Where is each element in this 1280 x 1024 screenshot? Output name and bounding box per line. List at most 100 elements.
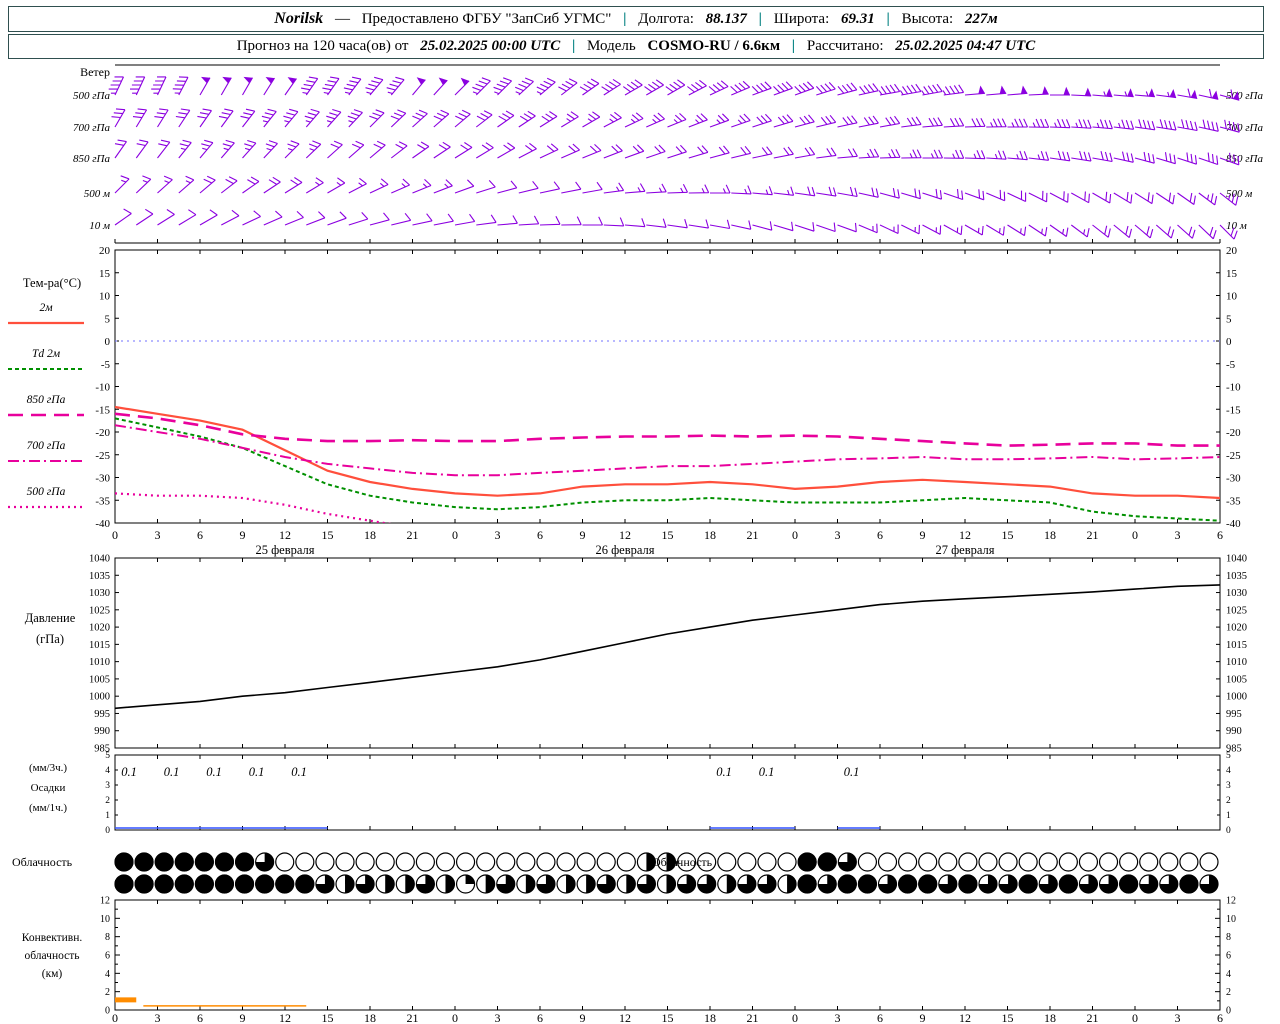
- series-850 гПа: [115, 412, 1220, 447]
- wind-barb: [1113, 151, 1134, 163]
- wind-barb: [1177, 119, 1198, 132]
- wind-barb: [1007, 224, 1027, 237]
- tick-label: 8: [1226, 932, 1231, 943]
- calc-label: Рассчитано:: [806, 38, 884, 54]
- pressure-frame: [114, 557, 1221, 749]
- wind-barb: [1134, 91, 1155, 98]
- wind-barb: [343, 76, 362, 96]
- hour-label: 0: [1132, 1011, 1138, 1024]
- wind-barb: [582, 111, 601, 128]
- cloud-okta-symbol: [1078, 852, 1099, 872]
- wind-barb: [837, 222, 857, 233]
- hour-label: 6: [1217, 528, 1223, 542]
- cloudiness-panel: Облачность Облачность: [12, 852, 1219, 894]
- wind-barb: [731, 220, 752, 230]
- wind-barb: [135, 175, 152, 194]
- wind-barb: [624, 218, 646, 228]
- hour-label: 9: [920, 1011, 926, 1024]
- tick-label: 10: [100, 914, 110, 925]
- cloud-okta-fill: [154, 874, 174, 894]
- wind-barb: [752, 186, 773, 196]
- tick-label: -25: [1226, 450, 1241, 462]
- cloud-okta-symbol: [496, 852, 516, 872]
- station-name: Norilsk: [274, 10, 324, 27]
- wind-barb: [240, 108, 256, 128]
- wind-barb: [108, 76, 124, 96]
- model-value: COSMO-RU / 6.6км: [647, 38, 781, 54]
- wind-barb: [493, 77, 512, 96]
- wind-barb: [858, 223, 878, 234]
- wind-barb: [306, 211, 326, 226]
- wind-barb: [644, 79, 664, 96]
- wind-barb: [412, 213, 433, 226]
- hour-label: 15: [322, 1011, 334, 1024]
- wind-barb: [539, 143, 559, 159]
- cloud-okta-symbol: [295, 852, 315, 872]
- wind-barb: [794, 81, 815, 96]
- wind-barb: [301, 76, 319, 96]
- wind-barb: [1113, 91, 1134, 98]
- cloud-okta-fill: [1200, 875, 1218, 893]
- hour-label: 18: [364, 1011, 376, 1024]
- wind-barb: [943, 149, 965, 159]
- hour-label: 9: [580, 528, 586, 542]
- wind-barb: [263, 77, 275, 96]
- wind-pennant: [1063, 86, 1070, 95]
- cloud-okta-fill: [797, 874, 817, 894]
- tick-label: 5: [105, 751, 110, 761]
- cloud-okta-fill: [857, 874, 877, 894]
- wind-barb: [497, 180, 518, 194]
- wind-barb: [348, 212, 369, 226]
- wind-barb: [218, 108, 234, 128]
- wind-pennant: [287, 77, 297, 84]
- tick-label: 990: [94, 726, 110, 737]
- tick-label: 1: [1226, 811, 1231, 821]
- wind-barb: [1219, 192, 1239, 206]
- convective-axis-title: (км): [42, 968, 63, 980]
- wind-barb: [624, 144, 645, 159]
- hour-label: 0: [792, 528, 798, 542]
- wind-pennant: [265, 77, 275, 84]
- tick-label: 20: [99, 245, 111, 257]
- wind-barb: [1028, 224, 1048, 237]
- tick-label: 1010: [1226, 657, 1247, 668]
- tick-label: 985: [94, 744, 110, 755]
- wind-barb: [730, 80, 751, 96]
- wind-barb: [199, 175, 216, 194]
- wind-barb: [773, 221, 794, 232]
- tick-label: -5: [1226, 359, 1236, 371]
- wind-barb: [132, 108, 148, 128]
- wind-barb: [1198, 119, 1219, 132]
- wind-barb: [646, 183, 667, 194]
- wind-barb: [1177, 192, 1196, 205]
- wind-barb: [879, 224, 899, 234]
- cloud-okta-symbol: [1119, 852, 1139, 872]
- cloud-okta-symbol: [978, 852, 998, 872]
- convective-axis-title: облачность: [24, 950, 79, 962]
- wind-barb: [1028, 151, 1050, 161]
- cloud-okta-fill: [525, 875, 535, 893]
- wind-barb: [921, 83, 943, 96]
- wind-barb: [1198, 152, 1219, 166]
- wind-pennant: [1084, 87, 1092, 96]
- wind-barb: [1219, 89, 1240, 101]
- wind-barb: [1219, 119, 1240, 133]
- cloud-okta-symbol: [315, 852, 335, 872]
- hour-label: 0: [792, 1011, 798, 1024]
- wind-barb: [1134, 119, 1156, 131]
- wind-barb: [454, 80, 470, 96]
- cloud-okta-fill: [878, 875, 897, 893]
- wind-barb: [1028, 118, 1050, 128]
- wind-barb: [731, 113, 751, 128]
- wind-barb: [964, 150, 986, 160]
- wind-barb: [773, 114, 794, 128]
- wind-pennant: [1127, 88, 1134, 97]
- wind-barb: [837, 186, 858, 198]
- cloud-okta-fill: [999, 875, 1018, 893]
- wind-barb: [922, 117, 943, 128]
- wind-barb: [603, 182, 625, 194]
- cloud-okta-fill: [1079, 875, 1098, 893]
- wind-barb: [1092, 224, 1111, 238]
- tick-label: 4: [1226, 766, 1231, 776]
- tick-label: -40: [1226, 518, 1241, 530]
